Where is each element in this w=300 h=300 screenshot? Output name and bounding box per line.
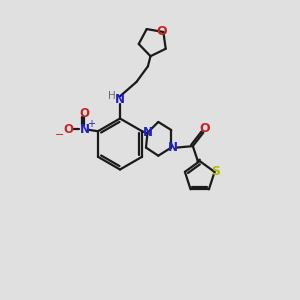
Text: S: S [212,165,220,178]
Text: N: N [80,123,89,136]
Text: N: N [115,93,125,106]
Text: −: − [55,130,64,140]
Text: H: H [108,91,116,101]
Text: N: N [142,126,152,139]
Text: O: O [157,25,167,38]
Text: O: O [200,122,210,136]
Text: N: N [168,141,178,154]
Text: +: + [87,119,95,129]
Text: O: O [80,107,89,120]
Text: O: O [63,123,73,136]
